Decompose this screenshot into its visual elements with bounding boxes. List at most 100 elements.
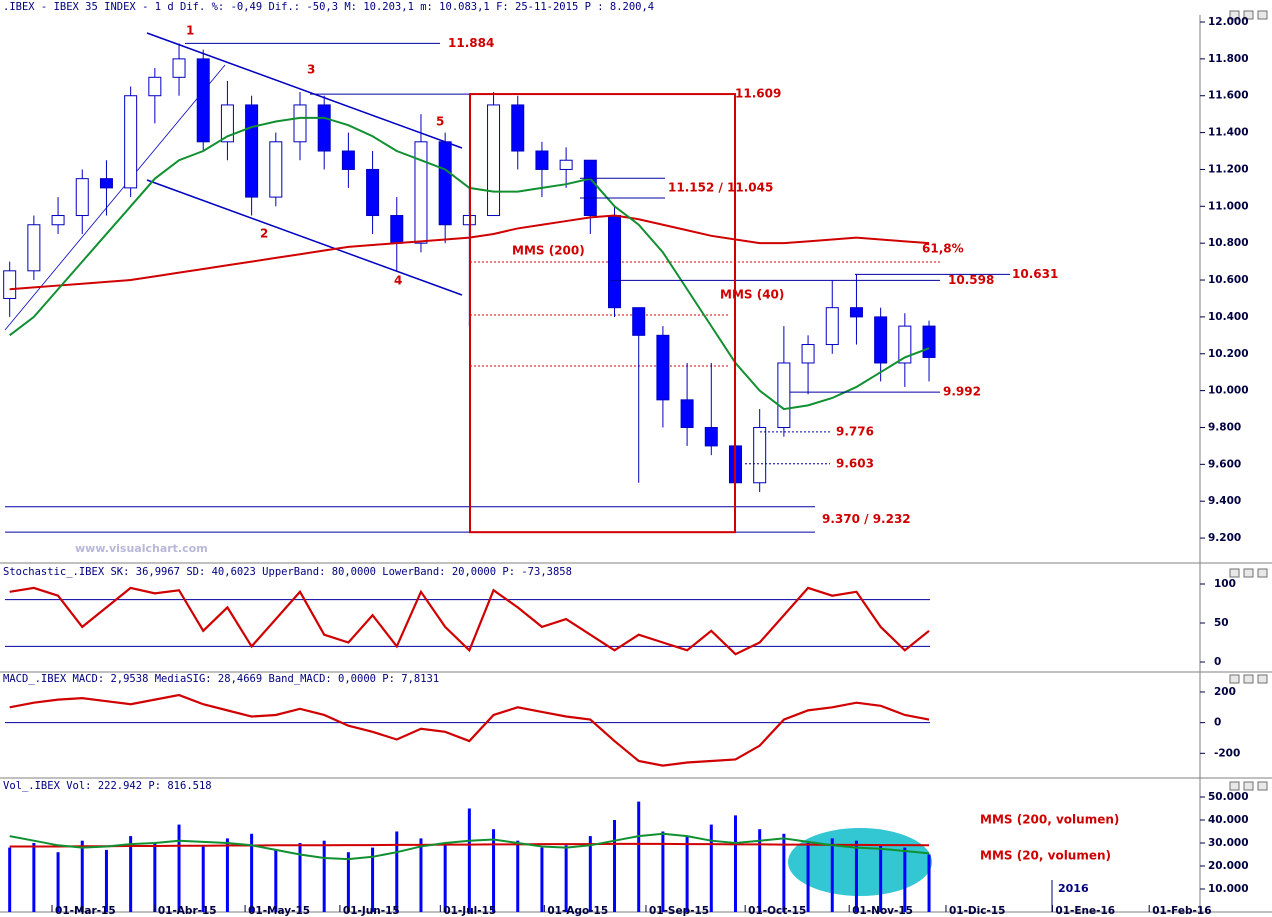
candle-body	[511, 104, 525, 152]
volume-bar	[733, 815, 737, 912]
volume-bar	[854, 840, 858, 912]
level-label: 9.776	[836, 424, 874, 438]
x-tick-label: 01-May-15	[248, 905, 310, 917]
x-tick-label: 01-Dic-15	[949, 905, 1005, 917]
level-label: 11.884	[448, 36, 494, 50]
volume-bar	[250, 833, 254, 912]
volume-bar	[443, 842, 447, 912]
window-buttons[interactable]	[1229, 10, 1268, 791]
candle-body	[3, 270, 17, 299]
candle-body	[680, 399, 694, 428]
range-box	[469, 93, 736, 534]
candle-body	[849, 307, 863, 318]
highlight	[788, 828, 932, 896]
candle-body	[922, 325, 936, 358]
y-tick-label: 10.000	[1208, 883, 1249, 895]
y-tick-label: 10.200	[1208, 348, 1249, 360]
y-tick-label: 40.000	[1208, 814, 1249, 826]
volume-bar	[419, 838, 423, 912]
legend-entry: MMS (20, volumen)	[980, 849, 1111, 863]
candle-body	[75, 178, 89, 217]
series-label: MMS (200)	[512, 244, 585, 258]
volume-bar	[492, 829, 496, 912]
y-tick-label: 12.000	[1208, 16, 1249, 28]
series-line	[9, 586, 930, 656]
panel-title: MACD_.IBEX MACD: 2,9538 MediaSIG: 28,466…	[3, 673, 439, 685]
volume-bar	[685, 836, 689, 912]
x-tick-label: 01-Feb-16	[1152, 905, 1211, 917]
y-tick-label: 100	[1214, 578, 1236, 590]
y-tick-label: 11.600	[1208, 90, 1249, 102]
y-tick-label: 200	[1214, 686, 1236, 698]
candle-body	[438, 141, 452, 226]
volume-bar	[879, 845, 883, 912]
candle-body	[220, 104, 234, 143]
level-label: 11.152 / 11.045	[668, 181, 773, 195]
volume-bar	[467, 808, 471, 912]
candle-body	[825, 307, 839, 346]
year-label: 2016	[1058, 882, 1089, 895]
candle-body	[753, 426, 767, 484]
header: .IBEX - IBEX 35 INDEX - 1 d Dif. %: -0,4…	[3, 1, 654, 13]
legend-entry: MMS (200, volumen)	[980, 813, 1119, 827]
y-tick-label: 11.200	[1208, 163, 1249, 175]
candle-body	[172, 58, 186, 78]
level-label: 9.992	[943, 385, 981, 399]
candle-body	[535, 150, 549, 170]
volume-bar	[104, 849, 108, 912]
wave-label: 1	[186, 24, 194, 38]
y-tick-label: 50.000	[1208, 791, 1249, 803]
y-tick-label: 11.400	[1208, 127, 1249, 139]
volume-bar	[927, 854, 931, 912]
volume-bar	[758, 829, 762, 912]
series-line	[9, 832, 930, 861]
candle-body	[704, 426, 718, 447]
y-tick-label: 9.800	[1208, 421, 1241, 433]
panel-title: Vol_.IBEX Vol: 222.942 P: 816.518	[3, 780, 212, 792]
volume-bar	[903, 847, 907, 912]
candle-body	[27, 224, 41, 272]
series-line	[9, 842, 930, 848]
candle-body	[608, 215, 622, 309]
volume-bar	[637, 801, 641, 912]
y-tick-label: 10.800	[1208, 237, 1249, 249]
x-tick-label: 01-Sep-15	[649, 905, 709, 917]
candle-body	[196, 58, 210, 143]
wave-label: 2	[260, 227, 268, 241]
candle-body	[390, 215, 404, 244]
y-tick-label: 20.000	[1208, 860, 1249, 872]
candle-body	[341, 150, 355, 170]
series-label: MMS (40)	[720, 288, 784, 302]
candle-body	[124, 95, 138, 189]
candle-body	[99, 178, 113, 189]
y-tick-label: 10.000	[1208, 385, 1249, 397]
y-tick-label: 10.400	[1208, 311, 1249, 323]
level-label: 11.609	[735, 87, 781, 101]
candle-body	[583, 159, 597, 217]
wave-label: 5	[436, 115, 444, 129]
volume-bar	[540, 847, 544, 912]
volume-bar	[588, 836, 592, 912]
candle-body	[317, 104, 331, 152]
x-tick-label: 01-Oct-15	[748, 905, 806, 917]
volume-bar	[298, 842, 302, 912]
volume-bar	[8, 847, 12, 912]
x-tick-label: 01-Ago-15	[547, 905, 608, 917]
x-tick-label: 01-Jul-15	[443, 905, 496, 917]
candle-body	[656, 334, 670, 401]
x-tick-label: 01-Jun-15	[343, 905, 400, 917]
level-label: 9.603	[836, 456, 874, 470]
volume-bar	[80, 840, 84, 912]
y-tick-label: 9.200	[1208, 532, 1241, 544]
candle-body	[148, 76, 162, 97]
x-tick-label: 01-Nov-15	[852, 905, 913, 917]
volume-bar	[661, 831, 665, 912]
x-tick-label: 01-Abr-15	[158, 905, 217, 917]
candle-body	[366, 168, 380, 217]
volume-bar	[709, 824, 713, 912]
level-label: 10.631	[1012, 267, 1058, 281]
candle-body	[874, 316, 888, 364]
series-line	[9, 693, 930, 767]
